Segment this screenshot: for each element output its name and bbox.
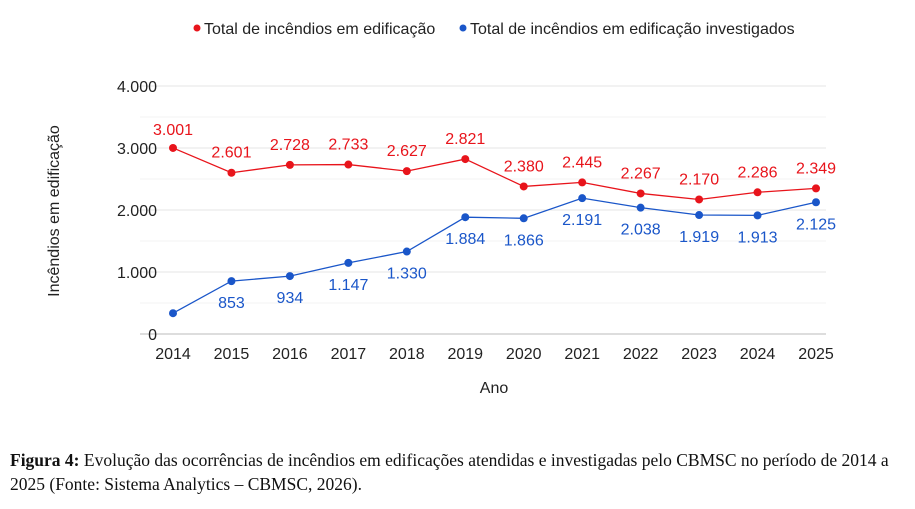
data-point xyxy=(402,167,411,176)
caption-label: Figura 4: xyxy=(10,450,80,470)
series-line xyxy=(172,147,817,201)
data-point xyxy=(812,198,820,207)
data-label: 1.884 xyxy=(445,231,485,248)
y-tick-label: 3.000 xyxy=(117,141,157,158)
series-line xyxy=(172,197,817,314)
legend-label: Total de incêndios em edificação xyxy=(204,21,435,38)
data-point xyxy=(461,213,470,222)
figure-caption: Figura 4: Evolução das ocorrências de in… xyxy=(10,448,900,496)
data-label: 2.191 xyxy=(562,212,602,229)
caption-text: Evolução das ocorrências de incêndios em… xyxy=(10,450,889,494)
data-label: 2.038 xyxy=(621,222,661,239)
data-point xyxy=(344,160,353,169)
x-tick-label: 2025 xyxy=(798,346,834,363)
x-tick-label: 2016 xyxy=(272,346,308,363)
data-point xyxy=(578,178,587,187)
data-point xyxy=(227,168,236,177)
data-point xyxy=(636,189,645,198)
data-point xyxy=(636,203,645,212)
x-tick-label: 2017 xyxy=(331,346,367,363)
data-point xyxy=(519,182,528,191)
data-point xyxy=(285,272,294,281)
data-label: 1.913 xyxy=(738,229,778,246)
data-point xyxy=(402,247,411,256)
y-tick-label: 0 xyxy=(148,327,157,344)
data-label: 2.170 xyxy=(679,171,719,188)
data-label: 1.919 xyxy=(679,229,719,246)
x-tick-label: 2018 xyxy=(389,346,425,363)
x-tick-label: 2019 xyxy=(447,346,483,363)
data-label: 2.601 xyxy=(211,145,251,162)
data-point xyxy=(461,155,470,164)
x-tick-label: 2023 xyxy=(681,346,717,363)
x-axis-label: Ano xyxy=(480,380,509,397)
data-label: 2.349 xyxy=(796,160,836,177)
data-label: 2.125 xyxy=(796,216,836,233)
y-tick-label: 4.000 xyxy=(117,79,157,96)
data-point xyxy=(344,258,353,267)
y-axis-label: Incêndios em edificação xyxy=(46,125,63,297)
data-label: 1.330 xyxy=(387,266,427,283)
data-label: 2.267 xyxy=(621,165,661,182)
x-tick-label: 2024 xyxy=(740,346,776,363)
data-point xyxy=(285,160,294,169)
data-point xyxy=(753,188,762,197)
x-tick-label: 2021 xyxy=(564,346,600,363)
data-label: 2.733 xyxy=(328,137,368,154)
legend-marker xyxy=(459,24,467,32)
data-point xyxy=(227,277,236,286)
x-tick-label: 2014 xyxy=(155,346,191,363)
y-tick-label: 2.000 xyxy=(117,203,157,220)
data-label: 934 xyxy=(277,290,304,307)
data-label: 2.821 xyxy=(445,131,485,148)
data-label: 853 xyxy=(218,295,245,312)
data-label: 2.728 xyxy=(270,137,310,154)
data-point xyxy=(753,211,762,220)
data-point xyxy=(519,214,528,223)
data-point xyxy=(578,194,587,203)
x-tick-label: 2022 xyxy=(623,346,659,363)
data-point xyxy=(695,195,704,204)
data-point xyxy=(812,184,820,193)
data-label: 2.445 xyxy=(562,154,602,171)
data-label: 1.147 xyxy=(328,277,368,294)
x-tick-label: 2015 xyxy=(214,346,250,363)
x-tick-label: 2020 xyxy=(506,346,542,363)
legend-label: Total de incêndios em edificação investi… xyxy=(470,21,795,38)
y-tick-label: 1.000 xyxy=(117,265,157,282)
legend-marker xyxy=(193,24,201,32)
data-label: 2.627 xyxy=(387,143,427,160)
line-chart: 0 1.000 2.000 3.000 4.000 2014 2015 2016 2017 201… xyxy=(46,21,836,397)
data-label: 2.380 xyxy=(504,158,544,175)
data-point xyxy=(169,143,177,152)
data-point xyxy=(695,211,704,220)
data-point xyxy=(169,309,177,318)
data-label: 3.001 xyxy=(153,122,193,139)
data-label: 2.286 xyxy=(738,164,778,181)
data-label: 1.866 xyxy=(504,232,544,249)
